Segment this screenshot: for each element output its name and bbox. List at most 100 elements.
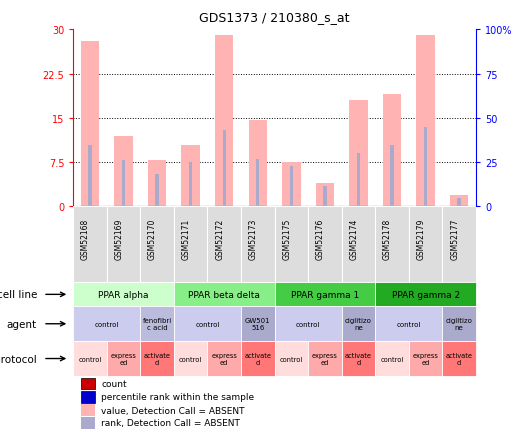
Text: control: control (396, 321, 421, 327)
Bar (442, 207, 476, 283)
Text: agent: agent (7, 319, 37, 329)
Bar (316, 184, 334, 207)
Text: control: control (380, 356, 404, 362)
Bar (223, 131, 226, 207)
Bar (349, 101, 368, 207)
Text: ciglitizo
ne: ciglitizo ne (345, 318, 372, 330)
Text: GSM52179: GSM52179 (417, 218, 426, 260)
Bar (81, 378, 95, 389)
Bar (148, 161, 166, 207)
Bar (275, 283, 375, 307)
Text: GSM52169: GSM52169 (115, 218, 123, 260)
Bar (290, 166, 293, 207)
Text: control: control (280, 356, 303, 362)
Bar (174, 342, 208, 376)
Bar (375, 207, 409, 283)
Bar (140, 342, 174, 376)
Bar (73, 283, 174, 307)
Bar (81, 417, 95, 429)
Bar (181, 145, 200, 207)
Bar (73, 307, 140, 342)
Text: PPAR gamma 2: PPAR gamma 2 (392, 290, 460, 299)
Bar (241, 307, 275, 342)
Bar (208, 207, 241, 283)
Text: GSM52176: GSM52176 (316, 218, 325, 260)
Text: PPAR alpha: PPAR alpha (98, 290, 149, 299)
Bar (342, 207, 375, 283)
Text: express
ed: express ed (312, 352, 338, 365)
Bar (416, 36, 435, 207)
Text: GSM52170: GSM52170 (148, 218, 157, 260)
Text: GSM52168: GSM52168 (81, 218, 90, 260)
Bar (208, 342, 241, 376)
Bar (383, 95, 401, 207)
Bar (174, 283, 275, 307)
Text: GDS1373 / 210380_s_at: GDS1373 / 210380_s_at (199, 11, 350, 24)
Text: cell line: cell line (0, 289, 37, 299)
Text: GSM52171: GSM52171 (181, 218, 191, 260)
Text: rank, Detection Call = ABSENT: rank, Detection Call = ABSENT (101, 418, 240, 427)
Bar (241, 342, 275, 376)
Bar (409, 342, 442, 376)
Bar (442, 307, 476, 342)
Text: GSM52175: GSM52175 (282, 218, 291, 260)
Text: express
ed: express ed (413, 352, 438, 365)
Bar (88, 145, 92, 207)
Bar (342, 342, 375, 376)
Text: control: control (179, 356, 202, 362)
Bar (357, 154, 360, 207)
Bar (375, 283, 476, 307)
Bar (248, 121, 267, 207)
Text: express
ed: express ed (111, 352, 137, 365)
Bar (140, 307, 174, 342)
Bar (215, 36, 233, 207)
Bar (450, 195, 469, 207)
Text: value, Detection Call = ABSENT: value, Detection Call = ABSENT (101, 406, 245, 415)
Text: activate
d: activate d (244, 352, 271, 365)
Bar (174, 307, 241, 342)
Text: control: control (195, 321, 220, 327)
Text: activate
d: activate d (345, 352, 372, 365)
Text: control: control (78, 356, 101, 362)
Bar (342, 307, 375, 342)
Bar (81, 391, 95, 403)
Text: activate
d: activate d (144, 352, 170, 365)
Bar (308, 342, 342, 376)
Bar (458, 198, 461, 207)
Text: PPAR beta delta: PPAR beta delta (188, 290, 260, 299)
Bar (140, 207, 174, 283)
Text: PPAR gamma 1: PPAR gamma 1 (291, 290, 359, 299)
Text: count: count (101, 379, 127, 388)
Bar (442, 342, 476, 376)
Text: GSM52177: GSM52177 (450, 218, 459, 260)
Text: GSM52178: GSM52178 (383, 218, 392, 260)
Text: GSM52174: GSM52174 (349, 218, 358, 260)
Bar (73, 342, 107, 376)
Text: GSM52173: GSM52173 (249, 218, 258, 260)
Text: control: control (95, 321, 119, 327)
Bar (375, 307, 442, 342)
Bar (107, 207, 140, 283)
Text: control: control (296, 321, 320, 327)
Bar (115, 136, 133, 207)
Bar (424, 128, 427, 207)
Bar (308, 207, 342, 283)
Bar (323, 186, 326, 207)
Text: fenofibri
c acid: fenofibri c acid (142, 318, 172, 330)
Bar (81, 404, 95, 416)
Bar (189, 163, 192, 207)
Bar (81, 42, 99, 207)
Bar (390, 145, 394, 207)
Text: activate
d: activate d (446, 352, 473, 365)
Text: protocol: protocol (0, 354, 37, 364)
Bar (73, 207, 107, 283)
Bar (282, 163, 301, 207)
Text: ciglitizo
ne: ciglitizo ne (446, 318, 473, 330)
Text: percentile rank within the sample: percentile rank within the sample (101, 392, 255, 401)
Bar (275, 307, 342, 342)
Bar (174, 207, 208, 283)
Bar (275, 342, 308, 376)
Text: GW501
516: GW501 516 (245, 318, 270, 330)
Bar (241, 207, 275, 283)
Text: express
ed: express ed (211, 352, 237, 365)
